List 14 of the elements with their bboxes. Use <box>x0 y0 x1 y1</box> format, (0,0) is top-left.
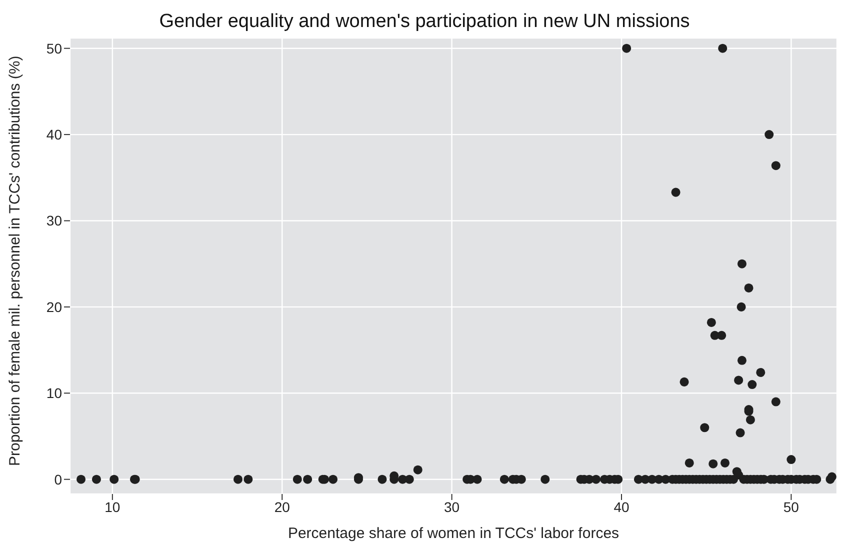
x-axis-title: Percentage share of women in TCCs' labor forces <box>288 525 620 542</box>
x-tick-label: 10 <box>104 498 120 515</box>
y-tick-label: 20 <box>46 298 62 315</box>
y-tick-label: 10 <box>46 385 62 402</box>
x-tick-label: 30 <box>444 498 460 515</box>
y-axis-title: Proportion of female mil. personnel in TCCs' contributions (%) <box>6 56 24 466</box>
x-tick-label: 50 <box>783 498 800 515</box>
x-tick-label: 40 <box>614 498 630 515</box>
y-tick-label: 40 <box>46 126 62 143</box>
y-tick-label: 50 <box>46 40 62 56</box>
y-tick-label: 30 <box>46 212 62 229</box>
chart-title: Gender equality and women's participation in new UN missions <box>158 10 691 34</box>
x-tick-label: 20 <box>274 498 290 515</box>
y-tick-label: 0 <box>54 471 62 488</box>
